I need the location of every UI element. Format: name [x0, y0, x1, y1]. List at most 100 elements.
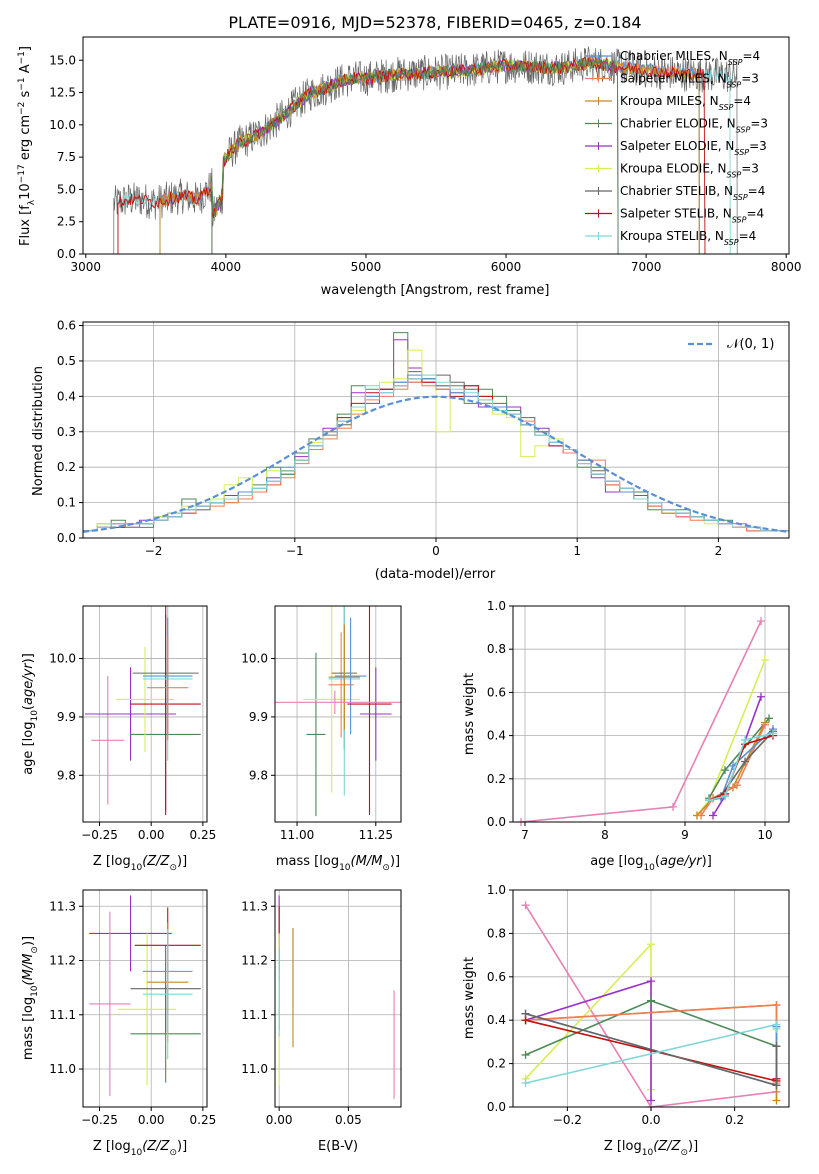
z-age-ylabel: age [log10(age/yr)] — [21, 653, 40, 775]
y-tick-label: 0.6 — [487, 685, 506, 699]
y-tick-label: 10.0 — [49, 118, 76, 132]
spectrum-ylabel-f: −2 — [17, 102, 27, 115]
y-tick-label: 0.8 — [487, 926, 506, 940]
z-age-xlabel: Z [log10(Z/Z⊙)] — [93, 854, 187, 873]
y-tick-label: 11.0 — [49, 1062, 76, 1076]
z-age-xlabel-e: )] — [177, 854, 187, 869]
x-tick-label: 11.00 — [280, 828, 314, 842]
legend-label: Kroupa STELIB, NSSP=4 — [620, 229, 756, 247]
age-weight-xlabel-c: ( — [655, 854, 660, 869]
weight-line-salpeter_elodie — [525, 980, 652, 1101]
legend-label-sub: SSP — [733, 193, 748, 202]
x-tick-label: 0.00 — [138, 1113, 165, 1127]
weight-marker-salpeter_elodie — [709, 811, 717, 820]
legend-label-sub: SSP — [736, 125, 751, 134]
y-tick-label: 0.1 — [57, 496, 76, 510]
axes-frame — [82, 889, 208, 1108]
mass-age-xlabel-d: ⊙ — [382, 863, 390, 873]
weight-marker-chabrier_stelib — [772, 1081, 781, 1090]
age-weight-xlabel: age [log10(age/yr)] — [590, 854, 712, 873]
y-tick-label: 0.0 — [487, 1100, 506, 1114]
z-age-panel: −0.25 0.00 0.259.89.910.0 Z [log10(Z/Z⊙)] … — [21, 605, 216, 873]
axes-frame — [82, 36, 790, 255]
weight-marker-salpeter_elodie — [647, 977, 655, 986]
z-weight-panel: −0.2 0.0 0.2 0.0 0.2 0.4 0.6 0.8 1.0 Z [log10(Z/… — [462, 883, 790, 1158]
z-mass-plot: −0.25 0.00 0.25 11.0 11.1 11.2 11.3 — [49, 889, 217, 1127]
legend-label-sub: SSP — [719, 103, 734, 112]
weight-marker-salpeter_elodie — [757, 692, 765, 701]
y-tick-label: 2.5 — [57, 215, 76, 229]
legend-label-eq: =3 — [749, 139, 767, 153]
legend-label: Chabrier STELIB, NSSP=4 — [620, 184, 765, 202]
age-weight-xlabel-b: 10 — [643, 863, 655, 873]
y-tick-label: 11.1 — [241, 1008, 268, 1022]
spectrum-line-kroupa_stelib — [117, 57, 731, 254]
z-age-xlabel-c: (Z/Z — [142, 854, 170, 869]
x-tick-label: 7 — [521, 828, 529, 842]
histogram-salpeter_miles — [83, 381, 789, 538]
legend-label: Kroupa MILES, NSSP=4 — [620, 94, 751, 112]
spectrum-panel: PLATE=0916, MJD=52378, FIBERID=0465, z=0… — [17, 13, 801, 298]
z-age-ylabel-c: ( — [21, 705, 36, 710]
spectrum-ylabel-k: ] — [18, 46, 33, 51]
weight-marker-salpeter_miles — [697, 811, 705, 820]
age-weight-plot: 7 8 9 10 0.0 0.2 0.4 0.6 0.8 1.0 — [487, 599, 790, 842]
y-tick-label: 11.0 — [241, 1062, 268, 1076]
residuals-panel: −2 −1 0 1 2 0.0 0.1 0.2 0.3 0.4 0.5 0.6 (data-model… — [31, 319, 790, 582]
x-tick-label: 7000 — [631, 260, 662, 274]
x-tick-label: 2 — [715, 544, 723, 558]
z-mass-ylabel-a: mass [log — [21, 997, 36, 1060]
axes-frame — [274, 605, 402, 823]
spectrum-ylabel-e: erg cm — [18, 115, 33, 164]
normal-legend-label: 𝒩(0, 1) — [727, 337, 774, 352]
x-tick-label: 6000 — [491, 260, 522, 274]
x-tick-label: 10 — [757, 828, 772, 842]
mass-age-panel: 11.00 11.25 9.8 9.9 10.0 mass [log10(M/M⊙)] — [241, 605, 402, 873]
x-tick-label: 0.00 — [266, 1113, 293, 1127]
weight-marker-chabrier_elodie — [521, 1050, 530, 1059]
mass-age-plot: 11.00 11.25 9.8 9.9 10.0 — [241, 605, 402, 842]
y-tick-label: 10.0 — [241, 652, 268, 666]
legend-label-eq: =3 — [741, 162, 759, 176]
mass-age-xlabel-c: (M/M — [351, 854, 383, 869]
weight-marker-chabrier_stelib — [521, 1009, 530, 1018]
legend-label: Chabrier ELODIE, NSSP=3 — [620, 117, 768, 135]
legend-label-eq: =4 — [742, 49, 760, 63]
legend-label-sub: SSP — [732, 215, 747, 224]
axes-frame — [274, 889, 402, 1108]
legend-label-sub: SSP — [727, 80, 742, 89]
y-tick-label: 9.8 — [57, 768, 76, 782]
y-tick-label: 11.1 — [49, 1008, 76, 1022]
weight-marker-kroupa_stelib — [772, 1024, 781, 1033]
y-tick-label: 0.3 — [57, 425, 76, 439]
spectrum-xlabel: wavelength [Angstrom, rest frame] — [321, 283, 550, 298]
spectrum-ylabel-h: −1 — [17, 77, 27, 90]
residuals-ylabel: Normed distribution — [31, 366, 46, 496]
legend-label-sub: SSP — [724, 238, 739, 247]
weight-marker-pink — [757, 617, 765, 626]
x-tick-label: 0.25 — [190, 1113, 217, 1127]
weight-line-kroupa_stelib — [708, 732, 774, 802]
weight-marker-kroupa_stelib — [769, 729, 777, 738]
weight-marker-chabrier_stelib — [772, 1042, 781, 1051]
z-age-xlabel-a: Z [log — [93, 854, 131, 869]
mass-age-xlabel-b: 10 — [339, 863, 351, 873]
weight-line-pink — [524, 904, 777, 1107]
mass-age-xlabel-a: mass [log — [276, 854, 339, 869]
axes-frame — [82, 605, 208, 823]
y-tick-label: 1.0 — [487, 883, 506, 897]
legend-label-eq: =4 — [746, 207, 764, 221]
weight-marker-kroupa_elodie — [761, 656, 769, 664]
mass-age-xlabel: mass [log10(M/M⊙)] — [276, 854, 400, 873]
z-age-ylabel-d: age/yr — [21, 662, 36, 705]
y-tick-label: 11.3 — [49, 899, 76, 913]
residuals-legend: 𝒩(0, 1) — [688, 337, 774, 352]
z-weight-xlabel-d: ⊙ — [680, 1148, 688, 1158]
legend-label-text: Salpeter STELIB, N — [620, 207, 732, 221]
residuals-plot: −2 −1 0 1 2 0.0 0.1 0.2 0.3 0.4 0.5 0.6 — [57, 319, 790, 558]
ebv-mass-xlabel: E(B-V) — [318, 1139, 358, 1154]
x-tick-label: −1 — [286, 544, 304, 558]
ebv-mass-plot: 0.00 0.05 11.0 11.1 11.2 11.3 — [241, 889, 402, 1127]
legend-label-eq: =4 — [733, 94, 751, 108]
x-tick-label: −2 — [145, 544, 163, 558]
